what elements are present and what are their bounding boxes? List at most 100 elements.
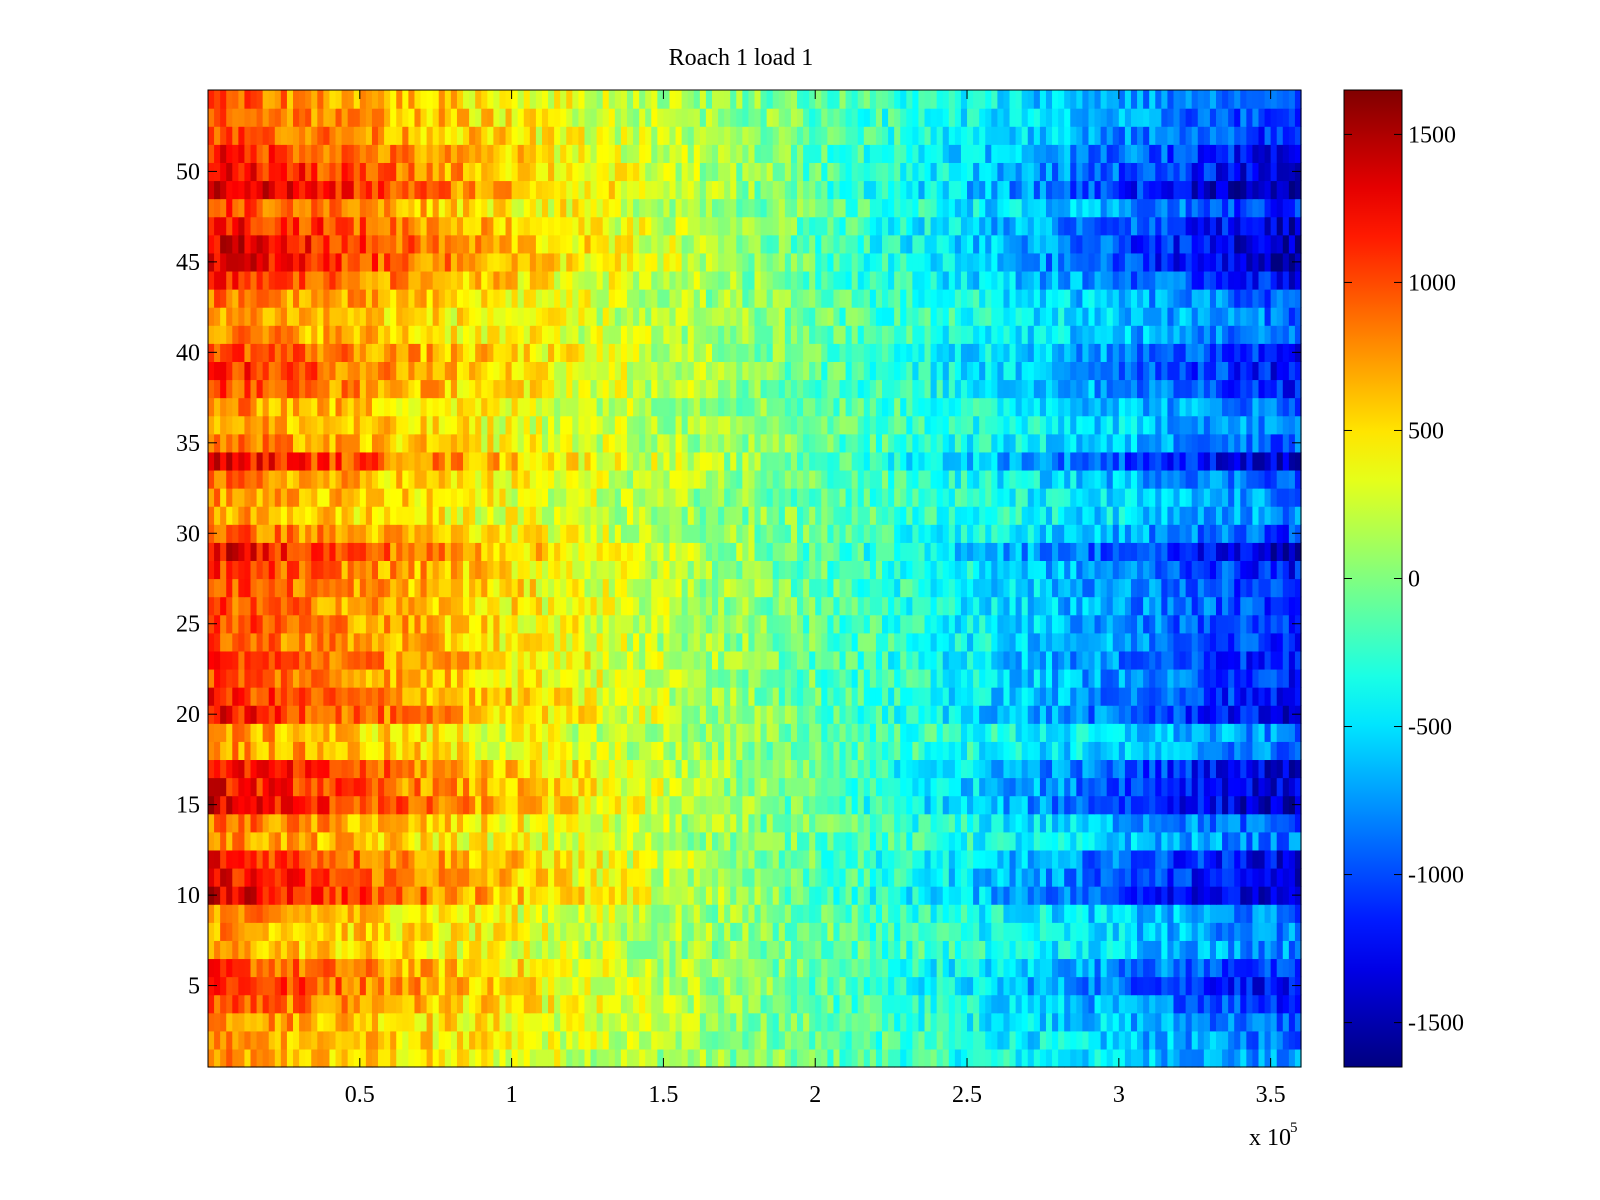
heatmap-cell bbox=[432, 813, 440, 833]
heatmap-cell bbox=[517, 922, 525, 941]
heatmap-cell bbox=[262, 596, 270, 616]
heatmap-cell bbox=[918, 650, 926, 670]
heatmap-cell bbox=[469, 578, 476, 598]
heatmap-cell bbox=[1094, 687, 1102, 706]
heatmap-cell bbox=[821, 614, 828, 634]
heatmap-cell bbox=[1282, 795, 1290, 815]
heatmap-cell bbox=[845, 596, 853, 616]
heatmap-cell bbox=[1118, 741, 1126, 761]
heatmap-cell bbox=[1149, 1048, 1156, 1068]
heatmap-cell bbox=[784, 614, 792, 634]
heatmap-cell bbox=[760, 632, 768, 652]
heatmap-cell bbox=[602, 632, 610, 652]
heatmap-cell bbox=[705, 650, 713, 670]
heatmap-cell bbox=[894, 560, 901, 580]
heatmap-cell bbox=[845, 904, 853, 923]
heatmap-cell bbox=[809, 777, 816, 797]
heatmap-cell bbox=[766, 958, 774, 978]
heatmap-cell bbox=[754, 578, 762, 598]
heatmap-cell bbox=[639, 1012, 646, 1032]
heatmap-cell bbox=[882, 831, 889, 851]
heatmap-cell bbox=[651, 705, 658, 724]
heatmap-cell bbox=[323, 560, 331, 580]
heatmap-cell bbox=[578, 596, 586, 616]
heatmap-cell bbox=[226, 867, 233, 887]
heatmap-cell bbox=[262, 922, 270, 941]
heatmap-cell bbox=[1130, 705, 1138, 724]
heatmap-cell bbox=[711, 994, 719, 1014]
heatmap-cell bbox=[639, 668, 646, 688]
heatmap-cell bbox=[875, 614, 883, 634]
heatmap-cell bbox=[1027, 1030, 1035, 1050]
heatmap-cell bbox=[1252, 795, 1260, 815]
heatmap-cell bbox=[869, 560, 877, 580]
heatmap-cell bbox=[323, 741, 331, 761]
heatmap-cell bbox=[378, 831, 385, 851]
heatmap-cell bbox=[1015, 886, 1023, 905]
heatmap-cell bbox=[262, 940, 270, 960]
heatmap-cell bbox=[426, 994, 434, 1014]
heatmap-cell bbox=[511, 994, 519, 1014]
heatmap-cell bbox=[954, 994, 962, 1014]
heatmap-cell bbox=[286, 994, 294, 1014]
heatmap-cell bbox=[578, 723, 586, 742]
heatmap-cell bbox=[232, 759, 239, 779]
heatmap-cell bbox=[220, 849, 227, 869]
heatmap-cell bbox=[742, 904, 750, 923]
heatmap-cell bbox=[614, 1012, 622, 1032]
heatmap-cell bbox=[1149, 723, 1156, 742]
heatmap-cell bbox=[626, 668, 634, 688]
heatmap-cell bbox=[1161, 777, 1169, 797]
heatmap-cell bbox=[566, 705, 573, 724]
heatmap-cell bbox=[456, 922, 464, 941]
heatmap-cell bbox=[760, 904, 768, 923]
heatmap-cell bbox=[669, 940, 677, 960]
heatmap-cell bbox=[1215, 632, 1223, 652]
heatmap-cell bbox=[1240, 1030, 1247, 1050]
heatmap-cell bbox=[1282, 1048, 1290, 1068]
heatmap-cell bbox=[1094, 994, 1102, 1014]
heatmap-cell bbox=[882, 849, 889, 869]
heatmap-cell bbox=[341, 886, 349, 905]
heatmap-cell bbox=[979, 705, 986, 724]
heatmap-cell bbox=[626, 578, 634, 598]
heatmap-cell bbox=[1045, 1012, 1053, 1032]
heatmap-cell bbox=[620, 976, 628, 996]
heatmap-cell bbox=[390, 650, 397, 670]
heatmap-cell bbox=[967, 632, 974, 652]
heatmap-cell bbox=[894, 940, 901, 960]
heatmap-cell bbox=[669, 596, 677, 616]
heatmap-cell bbox=[1118, 1048, 1126, 1068]
heatmap-cell bbox=[232, 1048, 239, 1068]
heatmap-cell bbox=[1033, 958, 1041, 978]
heatmap-cell bbox=[566, 994, 573, 1014]
heatmap-cell bbox=[475, 687, 482, 706]
heatmap-cell bbox=[693, 741, 701, 761]
heatmap-cell bbox=[1070, 759, 1077, 779]
heatmap-cell bbox=[444, 705, 452, 724]
heatmap-cell bbox=[608, 886, 616, 905]
heatmap-cell bbox=[244, 831, 252, 851]
heatmap-cell bbox=[1240, 1012, 1247, 1032]
heatmap-cell bbox=[991, 922, 998, 941]
heatmap-cell bbox=[633, 795, 640, 815]
heatmap-cell bbox=[280, 867, 288, 887]
heatmap-cell bbox=[1288, 650, 1296, 670]
heatmap-cell bbox=[523, 777, 531, 797]
heatmap-cell bbox=[1009, 614, 1017, 634]
heatmap-cell bbox=[414, 958, 422, 978]
heatmap-cell bbox=[1070, 741, 1077, 761]
heatmap-cell bbox=[790, 1048, 798, 1068]
heatmap-cell bbox=[815, 687, 822, 706]
heatmap-cell bbox=[1045, 668, 1053, 688]
heatmap-cell bbox=[359, 904, 367, 923]
heatmap-cell bbox=[359, 1012, 367, 1032]
heatmap-cell bbox=[560, 759, 567, 779]
heatmap-cell bbox=[724, 614, 731, 634]
heatmap-cell bbox=[766, 705, 774, 724]
heatmap-cell bbox=[991, 831, 998, 851]
heatmap-cell bbox=[997, 994, 1005, 1014]
heatmap-cell bbox=[809, 687, 816, 706]
heatmap-cell bbox=[790, 1012, 798, 1032]
heatmap-cell bbox=[1282, 1012, 1290, 1032]
